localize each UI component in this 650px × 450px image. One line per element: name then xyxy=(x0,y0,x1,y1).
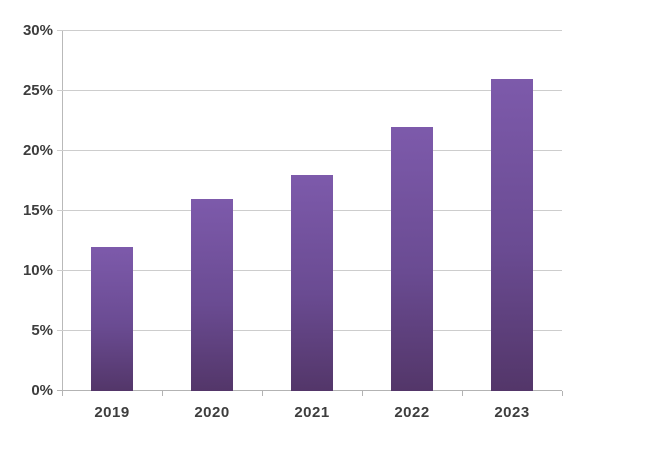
x-axis-category-label: 2020 xyxy=(194,404,230,421)
y-axis-tick-label: 15% xyxy=(22,202,53,219)
x-axis-tick xyxy=(462,391,463,396)
x-axis-category-label: 2023 xyxy=(494,404,530,421)
plot-area xyxy=(57,30,562,391)
bar-2022 xyxy=(391,127,433,391)
x-axis-tick xyxy=(262,391,263,396)
gridline xyxy=(57,30,562,31)
bar-2023 xyxy=(491,79,533,391)
x-axis-category-label: 2019 xyxy=(94,404,130,421)
y-axis-tick-label: 10% xyxy=(22,262,53,279)
y-axis-line xyxy=(62,31,63,391)
bar-2020 xyxy=(191,199,233,391)
y-axis-tick-label: 25% xyxy=(22,82,53,99)
x-axis-category-label: 2022 xyxy=(394,404,430,421)
y-axis-tick-label: 20% xyxy=(22,142,53,159)
x-axis-tick xyxy=(62,391,63,396)
bar-2021 xyxy=(291,175,333,391)
y-axis-tick-label: 0% xyxy=(31,382,53,399)
x-axis-tick xyxy=(162,391,163,396)
x-axis-tick xyxy=(562,391,563,396)
gridline xyxy=(57,150,562,151)
y-axis-tick-label: 5% xyxy=(31,322,53,339)
y-axis-tick-label: 30% xyxy=(22,22,53,39)
bar-2019 xyxy=(91,247,133,391)
x-axis-category-label: 2021 xyxy=(294,404,330,421)
x-axis-tick xyxy=(362,391,363,396)
gridline xyxy=(57,90,562,91)
